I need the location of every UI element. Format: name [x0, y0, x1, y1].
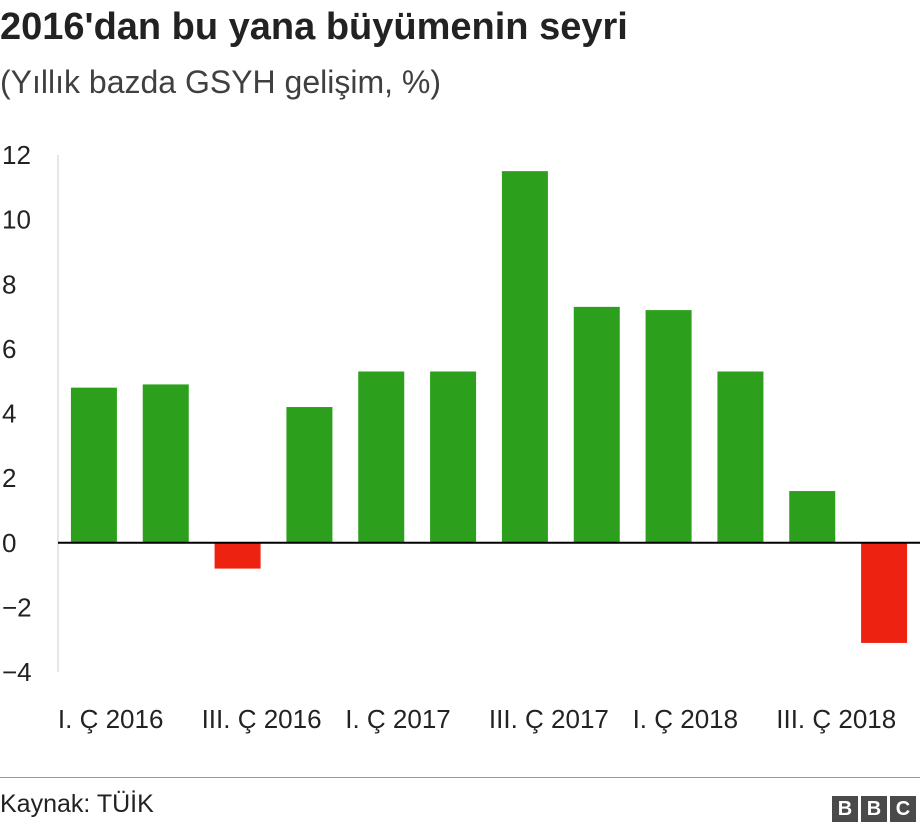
logo-letter: B — [832, 796, 858, 822]
bar-2 — [142, 384, 189, 543]
logo-letter: C — [890, 796, 916, 822]
bar-6 — [430, 371, 477, 543]
x-tick-label: I. Ç 2016 — [58, 704, 164, 734]
bbc-logo: B B C — [832, 796, 916, 822]
x-tick-label: III. Ç 2018 — [776, 704, 896, 734]
bar-1 — [70, 387, 117, 543]
y-tick-label: 10 — [2, 205, 31, 235]
bar-11 — [789, 491, 836, 543]
y-tick-label: 2 — [2, 463, 16, 493]
bar-8 — [573, 306, 620, 543]
y-tick-label: 8 — [2, 269, 16, 299]
y-tick-label: 12 — [2, 140, 31, 170]
y-tick-label: −4 — [2, 657, 32, 687]
y-tick-label: 0 — [2, 528, 16, 558]
footer-divider — [0, 777, 920, 778]
source-note: Kaynak: TÜİK — [0, 790, 154, 818]
y-tick-label: 6 — [2, 334, 16, 364]
x-tick-label: I. Ç 2018 — [633, 704, 739, 734]
chart-subtitle: (Yıllık bazda GSYH gelişim, %) — [0, 64, 442, 100]
bar-3 — [214, 542, 261, 569]
y-tick-label: 4 — [2, 399, 16, 429]
bar-4 — [286, 407, 333, 543]
x-tick-label: III. Ç 2016 — [202, 704, 322, 734]
bar-5 — [358, 371, 405, 543]
bar-10 — [717, 371, 764, 543]
chart-title: 2016'dan bu yana büyümenin seyri — [0, 6, 628, 48]
y-tick-label: −2 — [2, 592, 32, 622]
x-tick-label: III. Ç 2017 — [489, 704, 609, 734]
bar-7 — [501, 171, 548, 543]
x-tick-label: I. Ç 2017 — [345, 704, 451, 734]
bar-12 — [861, 542, 908, 643]
logo-letter: B — [861, 796, 887, 822]
bar-9 — [645, 310, 692, 543]
